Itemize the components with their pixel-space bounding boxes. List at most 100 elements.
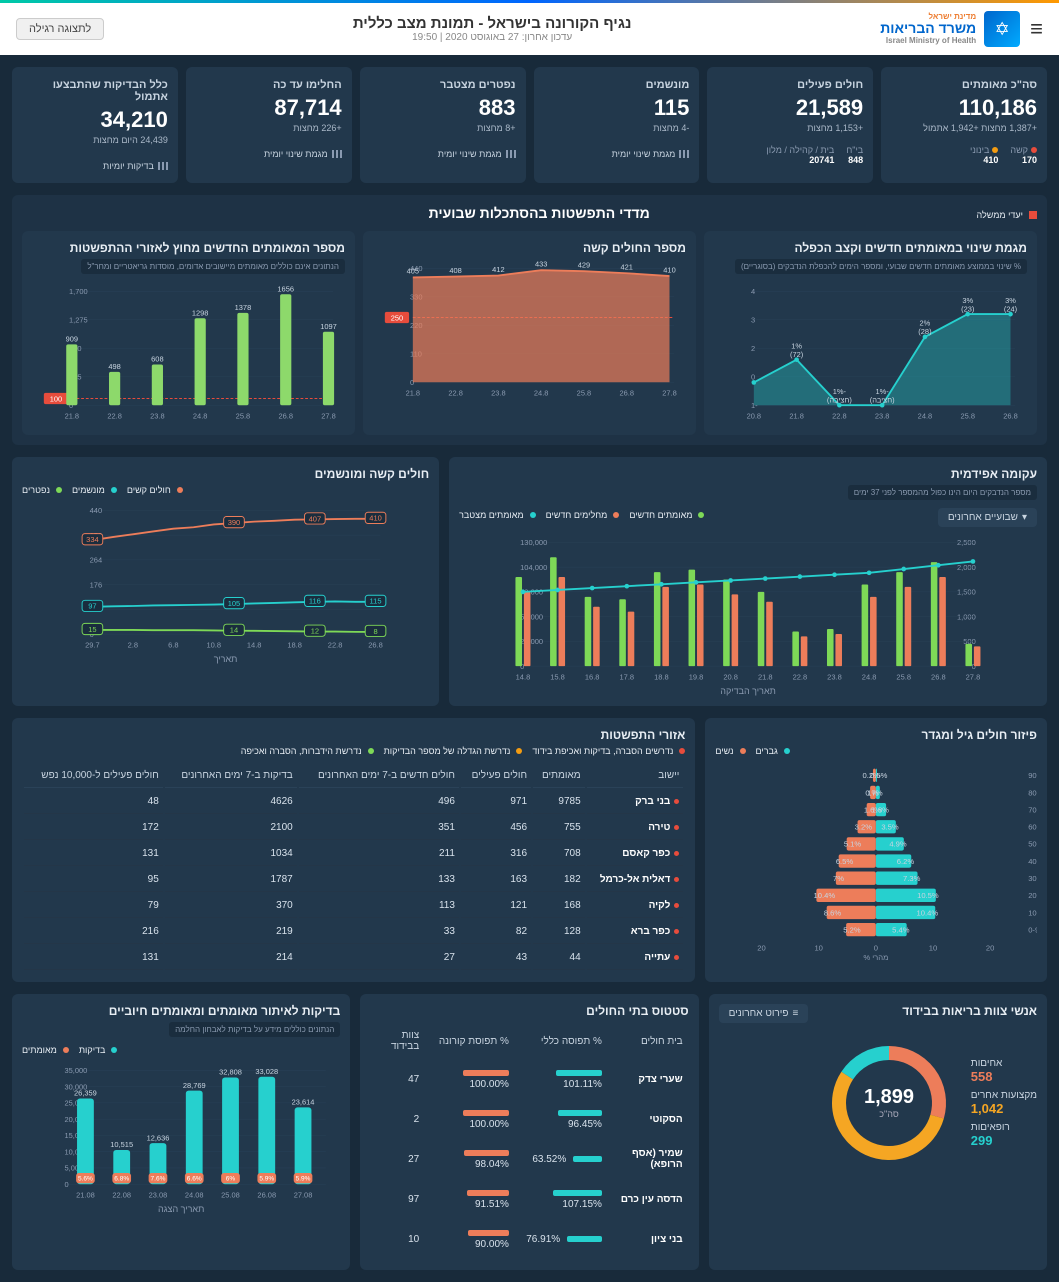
svg-text:909: 909 bbox=[66, 335, 78, 344]
svg-text:26,000: 26,000 bbox=[520, 637, 543, 646]
svg-text:10.4%: 10.4% bbox=[917, 908, 939, 917]
svg-text:27.8: 27.8 bbox=[966, 672, 981, 681]
svg-text:1%: 1% bbox=[868, 788, 879, 797]
svg-text:405: 405 bbox=[407, 267, 419, 276]
svg-text:27.08: 27.08 bbox=[294, 1190, 313, 1199]
svg-text:80-89: 80-89 bbox=[1029, 788, 1037, 797]
epi-filter-button[interactable]: ▾ שבועיים אחרונים bbox=[938, 508, 1037, 527]
svg-text:50-59: 50-59 bbox=[1029, 840, 1037, 849]
svg-text:23.8: 23.8 bbox=[491, 388, 506, 397]
svg-text:23.8: 23.8 bbox=[150, 411, 165, 420]
svg-text:35,000: 35,000 bbox=[65, 1066, 88, 1075]
svg-text:6.8: 6.8 bbox=[168, 640, 178, 649]
svg-text:27.8: 27.8 bbox=[321, 411, 336, 420]
svg-text:21.8: 21.8 bbox=[65, 411, 80, 420]
svg-text:0: 0 bbox=[65, 1180, 69, 1189]
svg-text:29.7: 29.7 bbox=[85, 640, 100, 649]
svg-text:10.8: 10.8 bbox=[206, 640, 221, 649]
svg-text:52,000: 52,000 bbox=[520, 612, 543, 621]
view-toggle-button[interactable]: לתצוגה רגילה bbox=[16, 18, 104, 40]
svg-text:24.8: 24.8 bbox=[193, 411, 208, 420]
spread-panel: אזורי התפשטות נדרשים הסברה, בדיקות ואכיפ… bbox=[12, 718, 695, 982]
svg-text:115: 115 bbox=[370, 597, 382, 606]
logo-en: Israel Ministry of Health bbox=[880, 37, 976, 46]
svg-text:0-9: 0-9 bbox=[1029, 925, 1037, 934]
severe-title: חולים קשה ומונשמים bbox=[22, 467, 429, 481]
tests-chart: 05,00010,00015,00020,00025,00030,00035,0… bbox=[22, 1061, 340, 1201]
svg-text:24.8: 24.8 bbox=[534, 388, 549, 397]
weekly-title: מדדי התפשטות בהסתכלות שבועית bbox=[429, 205, 650, 221]
svg-text:28,769: 28,769 bbox=[183, 1081, 206, 1090]
svg-text:8: 8 bbox=[373, 627, 377, 636]
svg-text:3.5%: 3.5% bbox=[882, 823, 900, 832]
svg-text:10.5%: 10.5% bbox=[917, 891, 939, 900]
tests-sub: הנתונים כוללים מידע על בדיקות לאבחון החל… bbox=[169, 1022, 340, 1037]
svg-text:70-79: 70-79 bbox=[1029, 805, 1037, 814]
svg-text:25.8: 25.8 bbox=[577, 388, 592, 397]
svg-text:264: 264 bbox=[90, 556, 103, 565]
svg-text:7%: 7% bbox=[833, 874, 844, 883]
svg-text:4.9%: 4.9% bbox=[890, 840, 908, 849]
svg-text:22.8: 22.8 bbox=[832, 411, 847, 420]
svg-text:5.9%: 5.9% bbox=[296, 1175, 311, 1182]
svg-text:6.8%: 6.8% bbox=[114, 1175, 129, 1182]
svg-text:2.8: 2.8 bbox=[128, 640, 138, 649]
svg-text:6.2%: 6.2% bbox=[897, 857, 915, 866]
svg-text:5.4%: 5.4% bbox=[893, 925, 911, 934]
svg-text:0: 0 bbox=[874, 944, 878, 953]
svg-text:40-49: 40-49 bbox=[1029, 857, 1037, 866]
summary-card: נפטרים מצטבר 883 +8 מחצות מגמת שינוי יומ… bbox=[360, 67, 526, 183]
teams-detail-button[interactable]: ≡ פירוט אחרונים bbox=[719, 1004, 809, 1023]
svg-text:22.08: 22.08 bbox=[112, 1190, 131, 1199]
svg-text:7.6%: 7.6% bbox=[151, 1175, 166, 1182]
svg-text:(72): (72) bbox=[790, 350, 804, 359]
summary-cards: סה"כ מאומתים 110,186 +1,387 מחצות +1,942… bbox=[0, 55, 1059, 195]
svg-text:1,275: 1,275 bbox=[69, 316, 88, 325]
svg-text:15.8: 15.8 bbox=[550, 672, 565, 681]
svg-text:1,700: 1,700 bbox=[69, 287, 88, 296]
svg-text:25.8: 25.8 bbox=[236, 411, 251, 420]
logo: ✡ מדינת ישראל משרד הבריאות Israel Minist… bbox=[880, 11, 1020, 47]
gov-target-legend: יעדי ממשלה bbox=[976, 210, 1023, 220]
svg-text:429: 429 bbox=[578, 260, 590, 269]
severe-panel: חולים קשה ומונשמים חולים קשיםמונשמיםנפטר… bbox=[12, 457, 439, 706]
summary-card: חולים פעילים 21,589 +1,153 מחצות בי"ח848… bbox=[707, 67, 873, 183]
svg-text:250: 250 bbox=[391, 313, 403, 322]
svg-text:14: 14 bbox=[230, 626, 238, 635]
epi-panel: עקומה אפידמית מספר הנדבקים היום הינו כפו… bbox=[449, 457, 1047, 706]
menu-icon[interactable]: ≡ bbox=[1030, 16, 1043, 42]
svg-text:5.9%: 5.9% bbox=[259, 1175, 274, 1182]
pyramid-panel: פיזור חולים גיל ומגדר גבריםנשים 0.2%0.5%… bbox=[705, 718, 1047, 982]
svg-text:20-29: 20-29 bbox=[1029, 891, 1037, 900]
svg-text:608: 608 bbox=[151, 355, 163, 364]
svg-text:21.8: 21.8 bbox=[758, 672, 773, 681]
header: ≡ ✡ מדינת ישראל משרד הבריאות Israel Mini… bbox=[0, 3, 1059, 55]
svg-text:+90: +90 bbox=[1029, 771, 1037, 780]
svg-text:(חציבה): (חציבה) bbox=[870, 395, 895, 404]
svg-text:20: 20 bbox=[758, 944, 766, 953]
svg-text:498: 498 bbox=[108, 362, 120, 371]
svg-text:21.8: 21.8 bbox=[406, 388, 421, 397]
svg-text:21.8: 21.8 bbox=[789, 411, 804, 420]
svg-text:390: 390 bbox=[228, 518, 241, 527]
svg-text:23.08: 23.08 bbox=[149, 1190, 168, 1199]
svg-text:0.5%: 0.5% bbox=[870, 771, 888, 780]
svg-text:25.08: 25.08 bbox=[221, 1190, 240, 1199]
svg-text:433: 433 bbox=[535, 259, 547, 268]
svg-text:26.08: 26.08 bbox=[257, 1190, 276, 1199]
svg-text:10,515: 10,515 bbox=[110, 1140, 133, 1149]
hospitals-panel: סטטוס בתי החולים בית חולים% תפוסה כללי% … bbox=[360, 994, 698, 1270]
svg-text:6%: 6% bbox=[226, 1175, 236, 1182]
svg-text:32,808: 32,808 bbox=[219, 1068, 242, 1077]
svg-text:4: 4 bbox=[751, 287, 755, 296]
svg-text:421: 421 bbox=[621, 263, 633, 272]
svg-text:1,899: 1,899 bbox=[864, 1086, 914, 1108]
svg-text:0: 0 bbox=[751, 373, 755, 382]
svg-text:6.6%: 6.6% bbox=[187, 1175, 202, 1182]
svg-text:16.8: 16.8 bbox=[585, 672, 600, 681]
svg-text:25.8: 25.8 bbox=[960, 411, 975, 420]
logo-main: משרד הבריאות bbox=[880, 20, 976, 36]
weekly-panel-0: מגמת שינוי במאומתים חדשים וקצב הכפלה % ש… bbox=[704, 231, 1037, 435]
svg-text:1378: 1378 bbox=[235, 303, 252, 312]
svg-text:20.8: 20.8 bbox=[747, 411, 762, 420]
